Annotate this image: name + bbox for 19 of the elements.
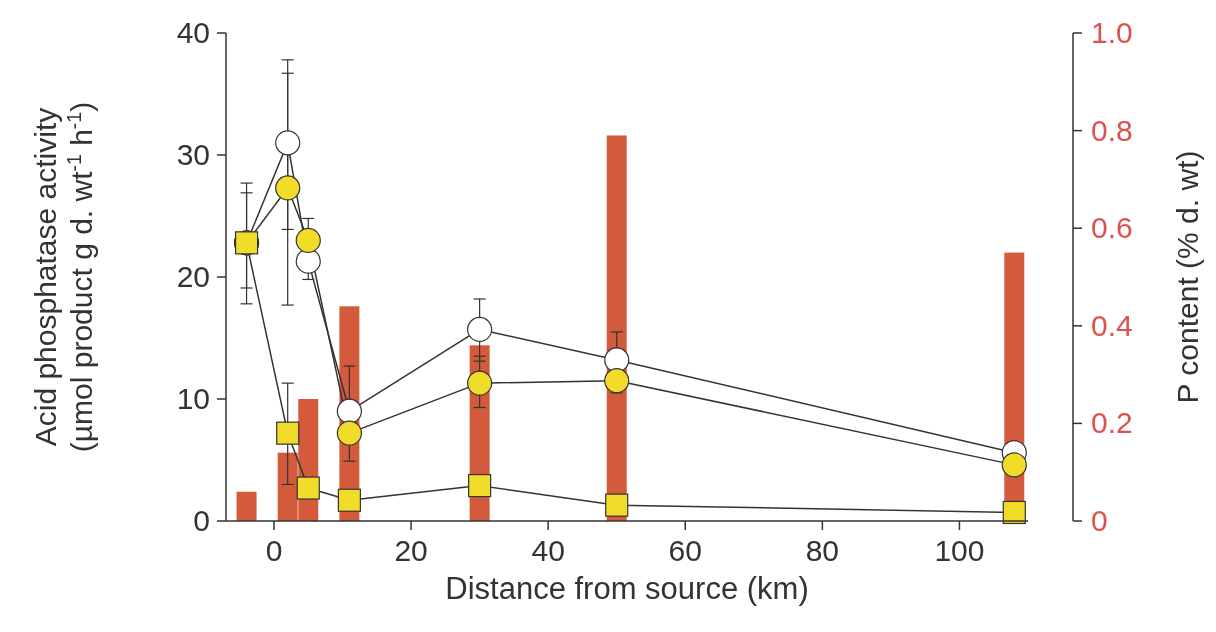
y2-tick-label: 0.2	[1091, 406, 1133, 440]
y2-tick-label: 0.4	[1091, 308, 1133, 342]
y2-tick-label: 0	[1091, 504, 1108, 537]
x-tick-label: 80	[805, 534, 840, 567]
y-tick-label: 0	[193, 504, 210, 537]
y2-tick-label: 1.0	[1091, 16, 1133, 49]
x-tick-label: 60	[668, 534, 702, 567]
x-tick-label: 0	[265, 534, 283, 567]
y2-tick-label: 0.6	[1091, 211, 1133, 245]
y2-tick-label: 0.8	[1091, 113, 1133, 147]
x-tick-label: 100	[934, 534, 985, 567]
y-tick-label: 30	[176, 138, 210, 171]
x-tick-label: 40	[531, 534, 565, 567]
y-tick-label: 20	[176, 260, 210, 293]
y-tick-label: 10	[176, 382, 210, 415]
x-tick-label: 20	[394, 534, 428, 567]
y2-axis-title: P content (% d. wt)	[1171, 150, 1204, 404]
y-tick-label: 40	[176, 16, 210, 49]
x-axis-title: Distance from source (km)	[445, 571, 809, 606]
